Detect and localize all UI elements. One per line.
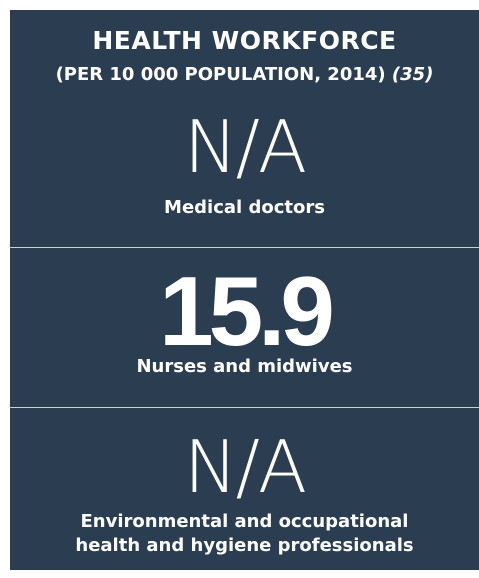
panel-value: 15.9 xyxy=(159,256,335,366)
panel-value: N/A xyxy=(183,105,307,189)
divider xyxy=(10,407,479,408)
panel-label: Environmental and occupational health an… xyxy=(75,511,414,556)
panel-label: Medical doctors xyxy=(164,197,325,218)
subtitle-text: (PER 10 000 POPULATION, 2014) xyxy=(55,64,386,85)
subtitle: (PER 10 000 POPULATION, 2014) (35) xyxy=(10,64,479,85)
infographic-card: HEALTH WORKFORCE (PER 10 000 POPULATION,… xyxy=(10,10,479,570)
reference: (35) xyxy=(391,64,434,85)
divider xyxy=(10,247,479,248)
panel-label: Nurses and midwives xyxy=(136,356,353,377)
panel-value: N/A xyxy=(183,425,307,509)
title: HEALTH WORKFORCE xyxy=(92,26,397,55)
